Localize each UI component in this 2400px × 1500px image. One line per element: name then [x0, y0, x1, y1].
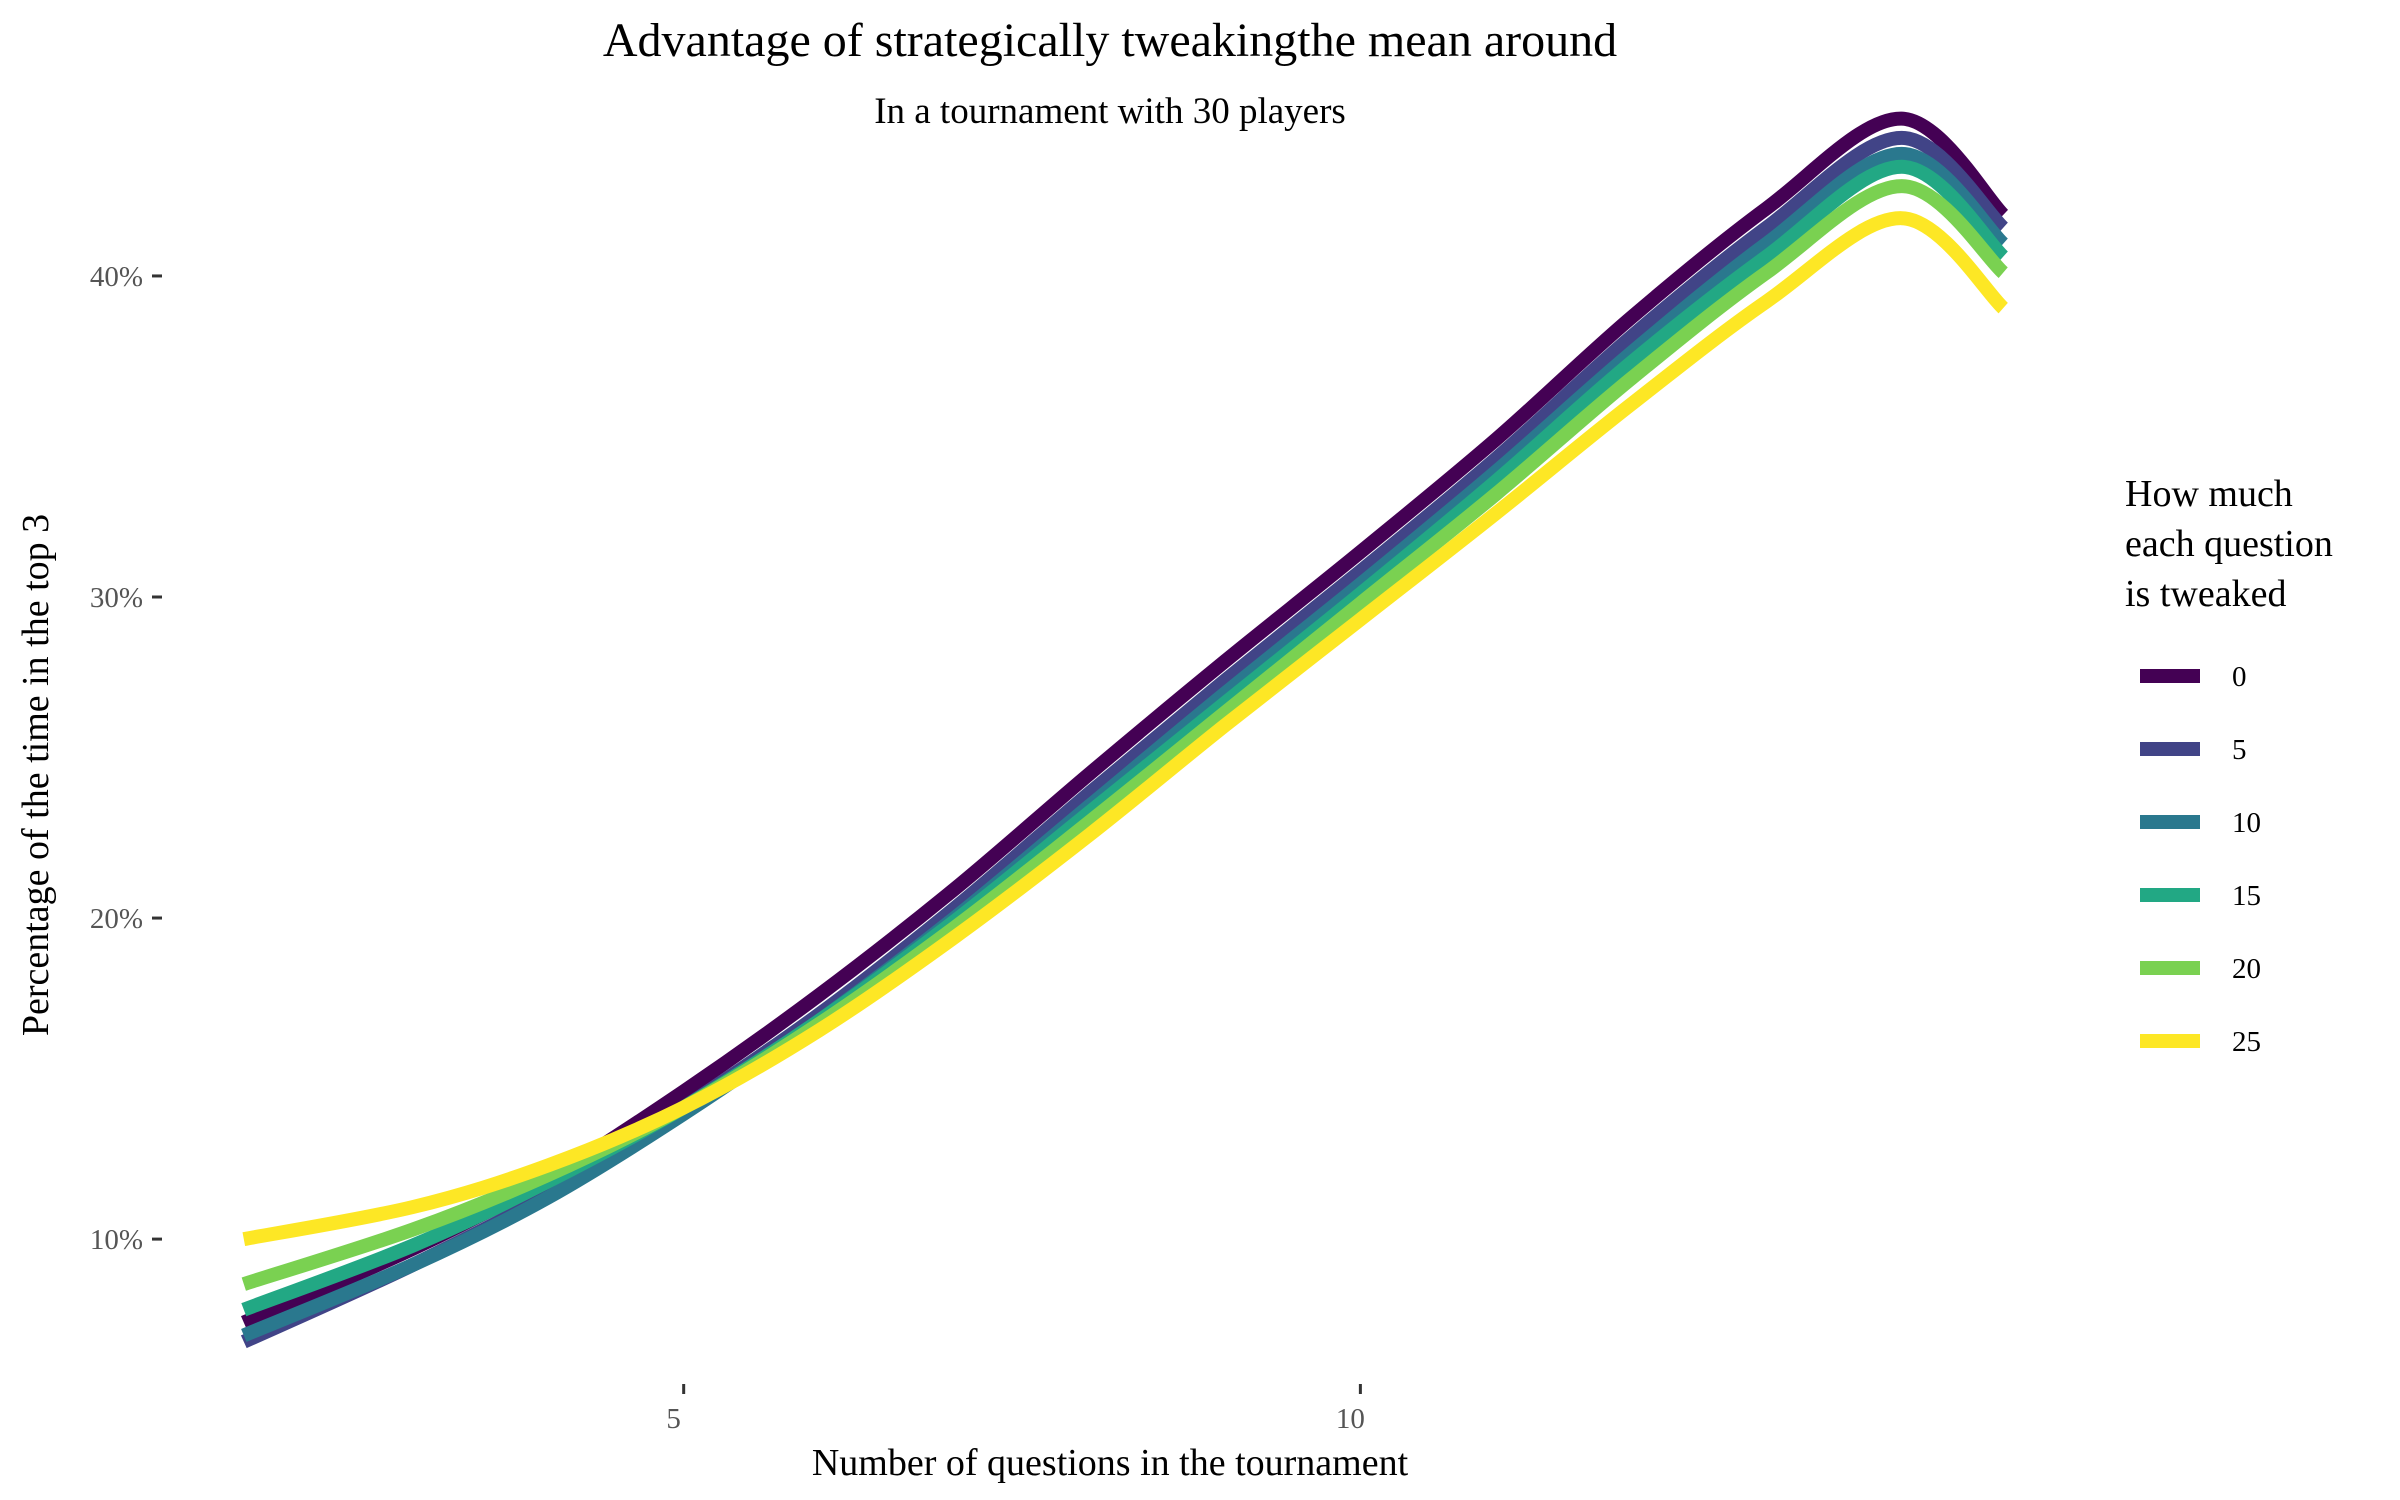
x-tick-label: 5 — [666, 1403, 681, 1435]
y-tick-label: 10% — [90, 1224, 143, 1256]
y-tick-label: 30% — [90, 582, 143, 614]
legend: How much each question is tweaked 0 5 10 15… — [2125, 473, 2342, 1058]
legend-title: How much each question is tweaked — [2125, 473, 2342, 615]
legend-label-10: 10 — [2232, 807, 2261, 839]
legend-label-0: 0 — [2232, 661, 2247, 693]
legend-title-line-2: each question — [2125, 523, 2333, 565]
y-tick-label: 20% — [90, 903, 143, 935]
y-tick-label: 40% — [90, 261, 143, 293]
series-line-25 — [242, 211, 2009, 1246]
series-lines — [240, 111, 2009, 1349]
legend-label-25: 25 — [2232, 1026, 2261, 1058]
legend-items: 0 5 10 15 20 25 — [2140, 661, 2261, 1058]
chart-subtitle: In a tournament with 30 players — [874, 91, 1346, 132]
legend-title-line-3: is tweaked — [2125, 573, 2286, 615]
legend-label-5: 5 — [2232, 734, 2247, 766]
chart-title: Advantage of strategically tweakingthe m… — [603, 14, 1617, 67]
legend-label-15: 15 — [2232, 880, 2261, 912]
axis-ticks: 10% 20% 30% 40% 5 10 — [90, 261, 1365, 1435]
y-axis-title: Percentage of the time in the top 3 — [15, 514, 57, 1036]
legend-label-20: 20 — [2232, 953, 2261, 985]
legend-title-line-1: How much — [2125, 473, 2293, 515]
series-line-20 — [241, 179, 2009, 1291]
x-tick-label: 10 — [1336, 1403, 1365, 1435]
x-axis-title: Number of questions in the tournament — [812, 1442, 1409, 1484]
